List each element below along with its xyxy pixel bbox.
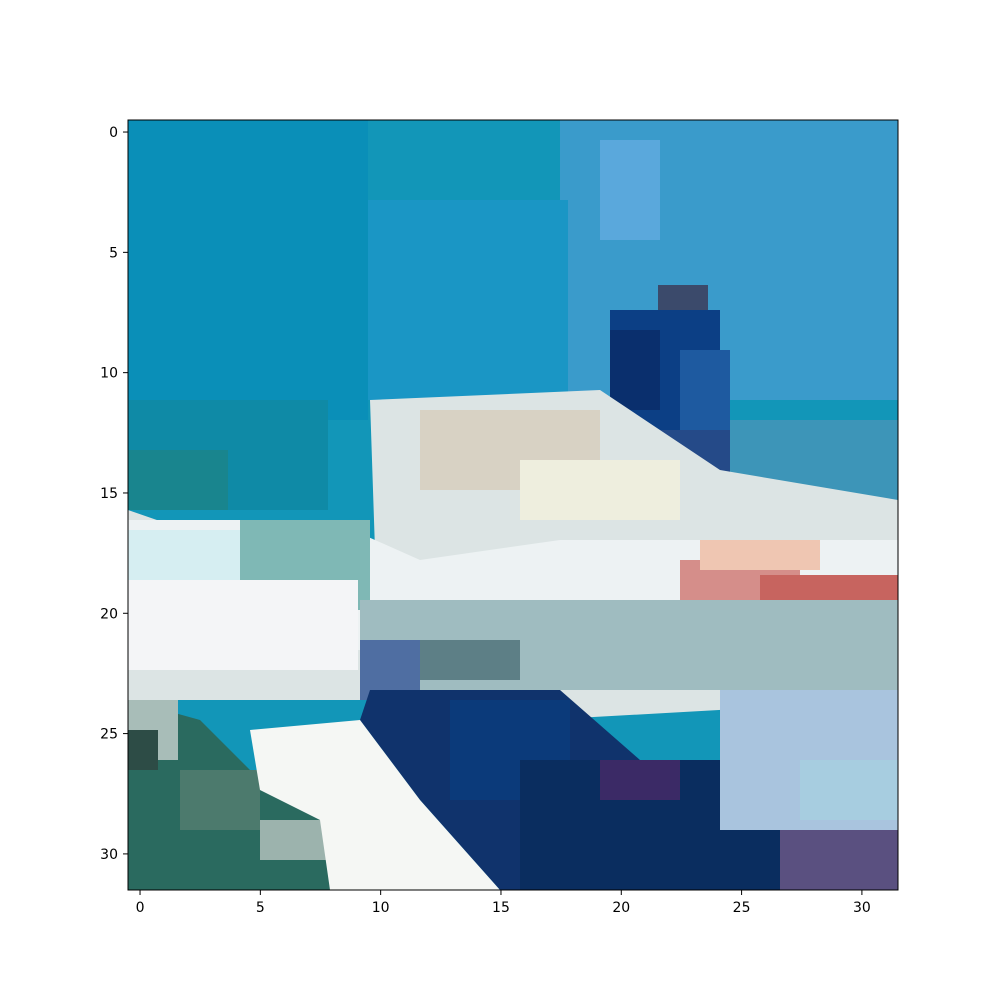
x-axis: 0 5 10 15 20 25 30: [136, 890, 871, 916]
x-tick-label: 5: [256, 900, 265, 916]
y-tick-label: 0: [109, 125, 118, 141]
x-tick-label: 15: [492, 900, 510, 916]
pixel-image: [128, 120, 898, 890]
x-tick-label: 20: [612, 900, 630, 916]
x-tick-label: 0: [136, 900, 145, 916]
y-axis: 0 5 10 15 20 25 30: [100, 125, 128, 863]
x-tick-label: 10: [372, 900, 390, 916]
y-tick-label: 15: [100, 486, 118, 502]
x-tick-label: 30: [853, 900, 871, 916]
y-tick-label: 5: [109, 245, 118, 261]
y-tick-label: 20: [100, 606, 118, 622]
y-tick-label: 10: [100, 366, 118, 382]
y-tick-label: 25: [100, 727, 118, 743]
x-tick-label: 25: [733, 900, 751, 916]
plot-frame: [127, 119, 899, 891]
y-tick-label: 30: [100, 847, 118, 863]
